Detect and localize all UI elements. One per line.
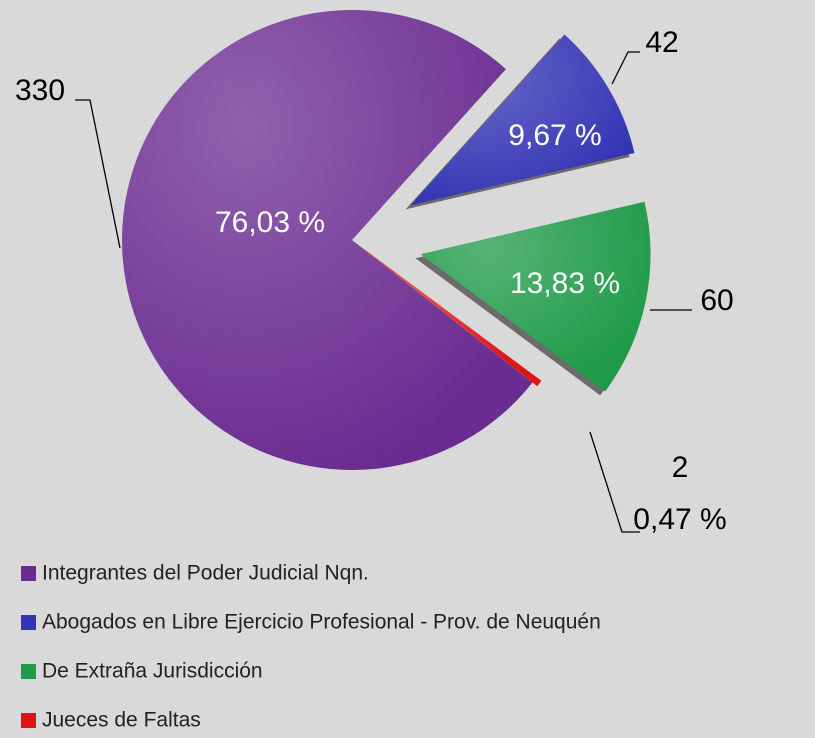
slice-sheen bbox=[420, 201, 651, 392]
leader-line bbox=[611, 51, 640, 85]
labels: 76,03 % 330 9,67 % 42 13,83 % 60 0,47 % 2 bbox=[15, 26, 734, 536]
legend-label: Abogados en Libre Ejercicio Profesional … bbox=[42, 611, 601, 634]
legend-label: De Extraña Jurisdicción bbox=[42, 660, 263, 683]
value-label: 42 bbox=[645, 26, 678, 59]
value-label: 60 bbox=[700, 284, 733, 317]
legend-swatch bbox=[21, 615, 36, 630]
legend-swatch bbox=[21, 713, 36, 728]
percent-label: 0,47 % bbox=[633, 503, 726, 536]
slice-sheen bbox=[410, 34, 635, 206]
slice-sheen bbox=[121, 9, 533, 471]
percent-label: 13,83 % bbox=[510, 267, 620, 300]
legend-label: Integrantes del Poder Judicial Nqn. bbox=[42, 562, 369, 585]
pie bbox=[121, 9, 651, 471]
percent-label: 9,67 % bbox=[508, 119, 601, 152]
legend-swatch bbox=[21, 566, 36, 581]
legend-label: Jueces de Faltas bbox=[42, 709, 201, 732]
value-label: 330 bbox=[15, 74, 65, 107]
legend-swatch bbox=[21, 664, 36, 679]
slice-sheen bbox=[356, 243, 542, 387]
legend: Integrantes del Poder Judicial Nqn. Aboga… bbox=[21, 562, 601, 732]
value-label: 2 bbox=[672, 451, 689, 484]
leader-line bbox=[75, 99, 121, 249]
percent-label: 76,03 % bbox=[215, 206, 325, 239]
leader-line bbox=[589, 431, 640, 533]
